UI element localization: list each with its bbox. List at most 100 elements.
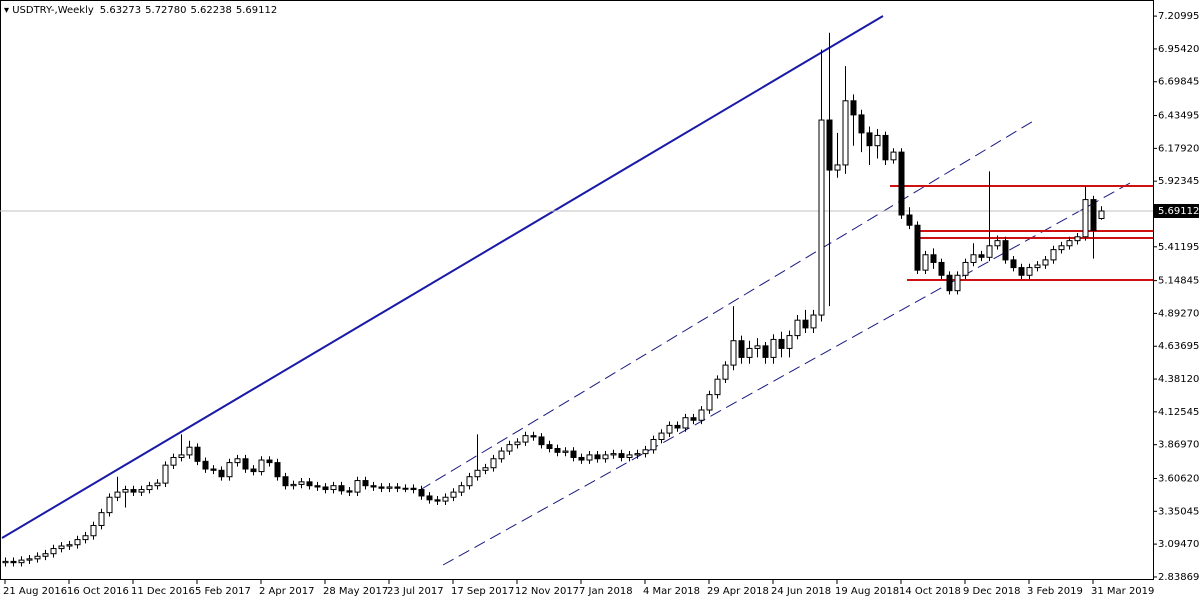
- candle-body: [90, 524, 97, 537]
- candle-body: [362, 480, 369, 487]
- candle-body: [466, 476, 473, 487]
- candle-body: [82, 535, 89, 541]
- candle-body: [1002, 240, 1009, 261]
- candle-body: [138, 489, 145, 493]
- price-box: [1154, 203, 1199, 218]
- x-tick-label: 24 Jun 2018: [771, 586, 831, 597]
- candle-body: [234, 458, 241, 464]
- x-tick-label: 17 Sep 2017: [451, 586, 514, 597]
- candle-body: [970, 254, 977, 263]
- candle-body: [610, 453, 617, 456]
- x-tick-label: 7 Jan 2018: [579, 586, 633, 597]
- candle-body: [74, 539, 81, 546]
- candle-body: [402, 487, 409, 490]
- candle-body: [10, 560, 17, 564]
- candle-body: [954, 274, 961, 292]
- x-tick-label: 31 Mar 2019: [1091, 586, 1154, 597]
- candle-body: [770, 338, 777, 358]
- candle-body: [890, 151, 897, 161]
- x-tick-label: 14 Oct 2018: [899, 586, 961, 597]
- candle-body: [322, 486, 329, 491]
- candle-body: [1074, 236, 1081, 242]
- candle-body: [730, 340, 737, 366]
- candle-body: [722, 364, 729, 380]
- candle-body: [130, 489, 137, 493]
- y-tick-label: 6.69845: [1158, 77, 1199, 88]
- y-tick-label: 3.35045: [1158, 506, 1199, 517]
- candle-body: [370, 485, 377, 488]
- symbol: USDTRY-,Weekly: [12, 5, 94, 16]
- candle-body: [882, 134, 889, 161]
- candle-body: [226, 462, 233, 478]
- candle-body: [442, 496, 449, 502]
- candle-body: [930, 254, 937, 263]
- candle-body: [98, 512, 105, 526]
- candle-body: [538, 436, 545, 446]
- y-tick-label: 7.20995: [1158, 11, 1199, 22]
- y-tick-label: 6.17920: [1158, 143, 1199, 154]
- candle-body: [1090, 199, 1097, 231]
- x-tick-label: 5 Feb 2017: [195, 586, 251, 597]
- candle-body: [146, 485, 153, 491]
- candle-body: [658, 432, 665, 441]
- candle-body: [394, 486, 401, 489]
- candle-body: [514, 441, 521, 446]
- y-tick-label: 5.92345: [1158, 176, 1199, 187]
- candle-body: [266, 459, 273, 464]
- x-tick-label: 19 Aug 2018: [835, 586, 899, 597]
- candle-body: [290, 483, 297, 487]
- candle-body: [570, 450, 577, 458]
- candle-body: [778, 338, 785, 349]
- candle-body: [354, 480, 361, 493]
- candle-body: [50, 548, 57, 555]
- candle-body: [338, 485, 345, 492]
- candle-body: [522, 435, 529, 443]
- candle-body: [162, 464, 169, 484]
- header-icon: ▾: [4, 5, 12, 16]
- y-tick-label: 4.38120: [1158, 374, 1199, 385]
- x-tick-label: 21 Aug 2016: [3, 586, 67, 597]
- x-tick-label: 9 Dec 2018: [963, 586, 1021, 597]
- candle-body: [554, 447, 561, 453]
- candle-body: [386, 486, 393, 489]
- candle-body: [906, 214, 913, 226]
- candle-body: [482, 467, 489, 471]
- candle-body: [314, 485, 321, 488]
- candle-body: [418, 489, 425, 497]
- header: ▾ USDTRY-,Weekly 5.63273 5.72780 5.62238 5.6…: [4, 5, 277, 16]
- candle-body: [746, 347, 753, 358]
- candle-body: [826, 119, 833, 171]
- candle-body: [874, 134, 881, 147]
- candle-body: [810, 314, 817, 329]
- candle-body: [258, 459, 265, 473]
- candle-body: [410, 487, 417, 491]
- candle-body: [794, 319, 801, 337]
- x-tick-label: 29 Apr 2018: [707, 586, 769, 597]
- candle-body: [994, 240, 1001, 247]
- candle-body: [530, 435, 537, 438]
- candle-body: [634, 453, 641, 456]
- candle-body: [674, 424, 681, 429]
- x-tick-label: 12 Nov 2017: [515, 586, 579, 597]
- candle-body: [754, 345, 761, 349]
- x-tick-label: 4 Mar 2018: [643, 586, 700, 597]
- y-tick-label: 4.89270: [1158, 308, 1199, 319]
- candle-body: [42, 553, 49, 557]
- candle-body: [586, 454, 593, 461]
- candle-body: [242, 458, 249, 470]
- candle-body: [66, 544, 73, 547]
- low: 5.62238: [191, 5, 232, 16]
- candle-body: [1082, 199, 1089, 238]
- price-label: 5.69112: [1158, 206, 1199, 217]
- plot-frame: [0, 0, 1154, 580]
- x-tick-label: 2 Apr 2017: [259, 586, 314, 597]
- candle-body: [210, 468, 217, 471]
- candle-body: [786, 335, 793, 349]
- y-tick-label: 4.63695: [1158, 341, 1199, 352]
- candle-body: [378, 486, 385, 489]
- candle-body: [834, 164, 841, 171]
- candle-body: [938, 261, 945, 276]
- candle-body: [898, 151, 905, 216]
- candle-body: [202, 460, 209, 470]
